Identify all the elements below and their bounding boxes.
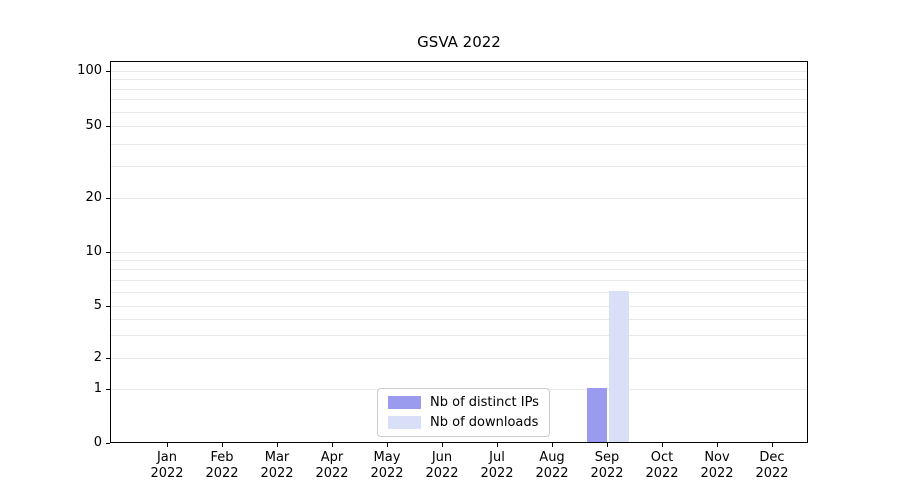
x-tick-year: 2022 — [370, 466, 404, 481]
x-tick-mark — [607, 443, 608, 447]
x-tick-year: 2022 — [150, 466, 184, 481]
x-tick-mark — [387, 443, 388, 447]
x-tick-label: Nov 2022 — [690, 450, 744, 482]
x-tick-year: 2022 — [260, 466, 294, 481]
x-tick-month: Oct — [650, 450, 674, 465]
y-tick-mark — [106, 306, 110, 307]
x-tick-year: 2022 — [425, 466, 459, 481]
bar-distinct-ips — [587, 388, 607, 442]
x-tick-mark — [167, 443, 168, 447]
bar-downloads — [609, 290, 629, 442]
y-tick-label: 50 — [85, 118, 102, 133]
y-tick-label: 5 — [93, 298, 102, 313]
gridline — [111, 126, 807, 127]
gridline — [111, 111, 807, 113]
legend-label: Nb of distinct IPs — [430, 395, 539, 410]
gridline — [111, 88, 807, 90]
y-tick-mark — [106, 71, 110, 72]
gridline — [111, 260, 807, 262]
gridline — [111, 269, 807, 271]
x-tick-mark — [717, 443, 718, 447]
legend-item: Nb of distinct IPs — [388, 395, 539, 410]
y-tick-label: 1 — [93, 381, 102, 396]
x-tick-year: 2022 — [535, 466, 569, 481]
chart-title: GSVA 2022 — [417, 33, 501, 51]
x-tick-year: 2022 — [315, 466, 349, 481]
legend-item: Nb of downloads — [388, 415, 539, 430]
legend-label: Nb of downloads — [430, 415, 539, 430]
x-tick-month: Aug — [539, 450, 565, 465]
y-tick-label: 20 — [85, 190, 102, 205]
x-tick-mark — [552, 443, 553, 447]
gridline — [111, 318, 807, 320]
gridline — [111, 143, 807, 145]
x-tick-label: Mar 2022 — [250, 450, 304, 482]
x-tick-year: 2022 — [205, 466, 239, 481]
gridline — [111, 291, 807, 293]
x-tick-label: Aug 2022 — [525, 450, 579, 482]
x-tick-month: Nov — [704, 450, 730, 465]
x-tick-month: Mar — [264, 450, 290, 465]
x-tick-label: Apr 2022 — [305, 450, 359, 482]
y-tick-mark — [106, 252, 110, 253]
gridline — [111, 166, 807, 168]
y-tick-label: 100 — [77, 63, 102, 78]
x-tick-month: Jun — [431, 450, 453, 465]
x-tick-label: Jan 2022 — [140, 450, 194, 482]
x-tick-mark — [772, 443, 773, 447]
x-tick-label: Oct 2022 — [635, 450, 689, 482]
x-tick-label: Sep 2022 — [580, 450, 634, 482]
y-tick-mark — [106, 358, 110, 359]
x-tick-month: Sep — [594, 450, 620, 465]
gridline — [111, 279, 807, 281]
gridline — [111, 334, 807, 336]
x-tick-label: Dec 2022 — [745, 450, 799, 482]
legend-swatch — [388, 416, 421, 429]
gridline — [111, 79, 807, 81]
gridline — [111, 198, 807, 199]
x-tick-month: May — [373, 450, 401, 465]
y-tick-mark — [106, 126, 110, 127]
y-tick-label: 2 — [93, 350, 102, 365]
x-tick-mark — [662, 443, 663, 447]
legend: Nb of distinct IPs Nb of downloads — [377, 388, 550, 437]
gridline — [111, 71, 807, 72]
x-tick-label: Jul 2022 — [470, 450, 524, 482]
x-tick-month: Jul — [489, 450, 505, 465]
legend-swatch — [388, 396, 421, 409]
plot-area: Nb of distinct IPs Nb of downloads — [110, 61, 808, 443]
y-tick-mark — [106, 198, 110, 199]
x-tick-mark — [497, 443, 498, 447]
x-tick-year: 2022 — [480, 466, 514, 481]
x-tick-year: 2022 — [645, 466, 679, 481]
x-tick-month: Jan — [156, 450, 178, 465]
gridline — [111, 306, 807, 307]
x-tick-label: May 2022 — [360, 450, 414, 482]
y-tick-label: 0 — [93, 435, 102, 450]
x-tick-label: Feb 2022 — [195, 450, 249, 482]
x-tick-mark — [332, 443, 333, 447]
y-tick-mark — [106, 443, 110, 444]
x-tick-month: Feb — [210, 450, 234, 465]
x-tick-label: Jun 2022 — [415, 450, 469, 482]
gridline — [111, 252, 807, 253]
x-tick-month: Dec — [759, 450, 785, 465]
x-tick-mark — [222, 443, 223, 447]
gridline — [111, 99, 807, 101]
x-tick-year: 2022 — [755, 466, 789, 481]
x-tick-month: Apr — [320, 450, 344, 465]
x-tick-mark — [442, 443, 443, 447]
gridline — [111, 358, 807, 359]
y-tick-label: 10 — [85, 244, 102, 259]
x-tick-year: 2022 — [700, 466, 734, 481]
x-tick-mark — [277, 443, 278, 447]
x-tick-year: 2022 — [590, 466, 624, 481]
y-tick-mark — [106, 389, 110, 390]
